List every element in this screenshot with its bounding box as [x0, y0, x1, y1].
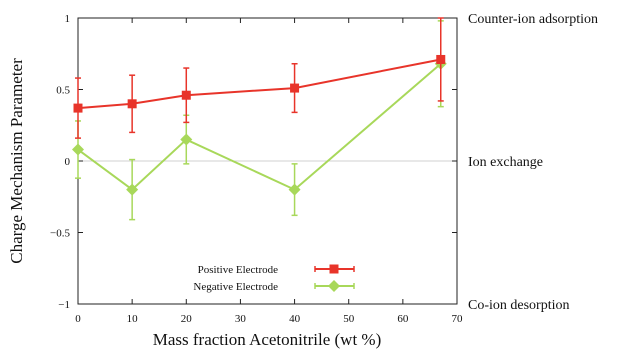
legend-label: Negative Electrode [193, 281, 278, 293]
x-tick-label: 0 [75, 313, 81, 325]
right-axis-label: Ion exchange [468, 155, 543, 170]
x-tick-label: 10 [127, 313, 139, 325]
y-axis-title: Charge Mechanism Parameter [7, 58, 26, 264]
x-tick-label: 70 [452, 313, 464, 325]
x-tick-label: 30 [235, 313, 247, 325]
series-positive [73, 17, 446, 139]
y-tick-label: 1 [65, 13, 71, 25]
x-tick-label: 60 [397, 313, 409, 325]
right-axis-label: Counter-ion adsorption [468, 12, 598, 27]
y-tick-label: −1 [58, 299, 70, 311]
data-point [127, 99, 137, 109]
data-point [288, 183, 301, 196]
data-point [72, 143, 84, 156]
right-axis-label: Co-ion desorption [468, 298, 570, 313]
x-tick-label: 20 [181, 313, 193, 325]
x-axis-title: Mass fraction Acetonitrile (wt %) [153, 330, 382, 349]
series-negative [72, 20, 447, 221]
y-tick-label: 0.5 [56, 85, 70, 97]
legend-label: Positive Electrode [198, 264, 278, 276]
data-point [290, 83, 300, 93]
data-point [180, 133, 193, 146]
x-tick-label: 50 [343, 313, 355, 325]
legend-marker [328, 280, 340, 292]
data-point [73, 103, 83, 113]
data-point [126, 183, 139, 196]
x-tick-label: 40 [289, 313, 301, 325]
y-tick-label: −0.5 [50, 228, 70, 240]
data-point [181, 90, 191, 100]
y-tick-label: 0 [65, 156, 71, 168]
legend-marker [329, 264, 339, 274]
data-point [436, 54, 446, 64]
